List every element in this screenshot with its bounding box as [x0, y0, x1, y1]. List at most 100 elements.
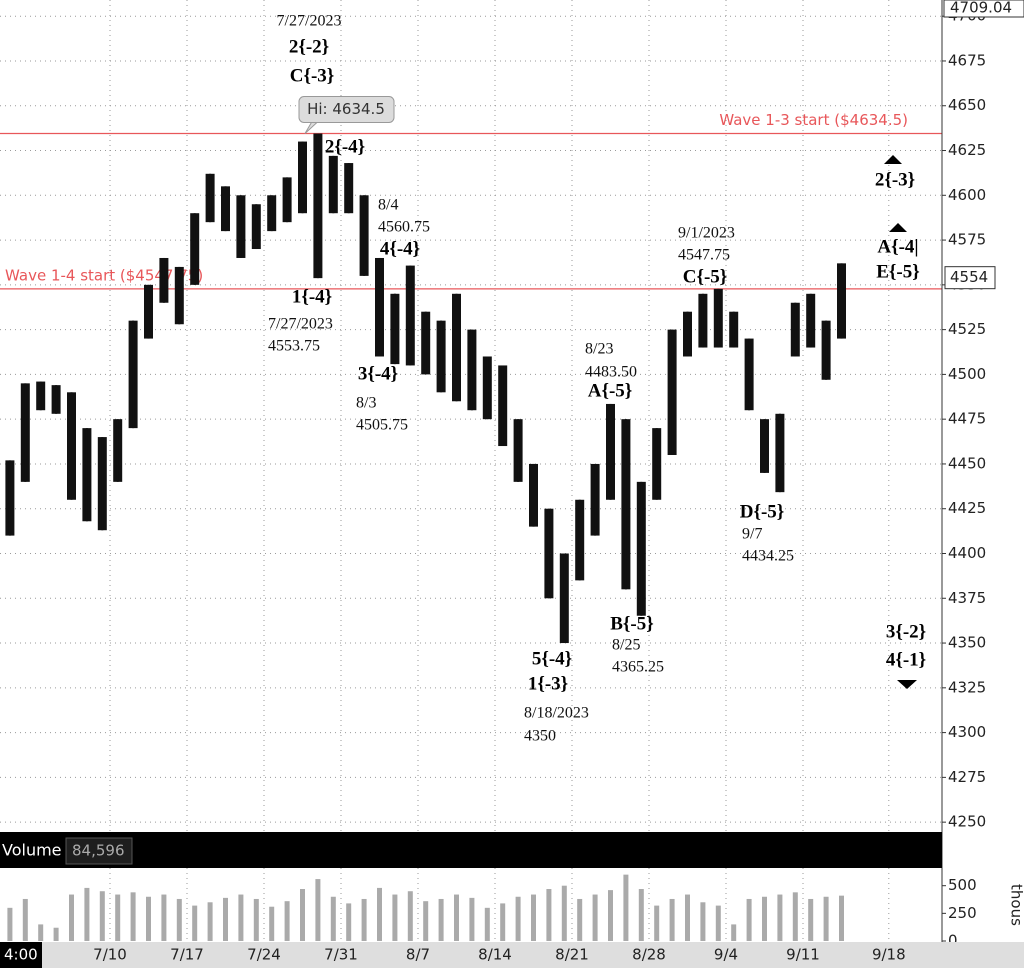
x-tick-label: 8/7: [406, 946, 430, 964]
annotation: 3{-4}: [358, 363, 398, 384]
annotation: B{-5}: [610, 613, 653, 634]
x-tick-label: 8/14: [478, 946, 512, 964]
volume-tick-label: 500: [948, 876, 977, 894]
y-tick-label: 4300: [948, 723, 986, 741]
annotation: 4365.25: [612, 659, 664, 676]
volume-bar: [561, 885, 567, 941]
volume-bar: [515, 896, 521, 941]
annotation: 8/25: [612, 637, 640, 654]
annotation: 5{-4}: [532, 648, 572, 669]
session-time: 4:00: [4, 946, 38, 964]
x-tick-label: 7/10: [93, 946, 127, 964]
volume-bar: [546, 889, 552, 941]
volume-bar: [115, 894, 121, 941]
x-tick-label: 9/4: [714, 946, 738, 964]
annotation: C{-3}: [290, 65, 335, 86]
x-tick-label: 7/31: [324, 946, 358, 964]
y-tick-label: 4250: [948, 813, 986, 831]
annotation: 8/23: [585, 341, 613, 358]
annotation: 1{-4}: [292, 286, 332, 307]
volume-tick-label: 250: [948, 904, 977, 922]
x-tick-label: 9/18: [872, 946, 906, 964]
wave-arrow: [897, 680, 917, 689]
y-tick-label: 4450: [948, 454, 986, 472]
volume-bar: [84, 887, 90, 941]
volume-bar: [377, 887, 382, 941]
volume-bar: [577, 898, 583, 941]
volume-bar: [38, 924, 44, 941]
y-tick-label: 4575: [948, 231, 986, 249]
annotation: 7/27/2023: [277, 13, 342, 30]
volume-bar: [53, 927, 59, 941]
volume-bar: [99, 891, 105, 941]
annotation: C{-5}: [683, 266, 728, 287]
annotation: 4505.75: [356, 417, 408, 434]
annotation: A{-5}: [588, 380, 633, 401]
annotation: 2{-3}: [875, 169, 915, 190]
volume-bar: [423, 901, 429, 941]
volume-bar: [669, 898, 675, 941]
volume-bar: [762, 896, 767, 941]
y-tick-label: 4350: [948, 634, 986, 652]
annotation: 4553.75: [268, 338, 320, 355]
volume-bar: [346, 903, 352, 941]
volume-readout-box: [65, 837, 133, 865]
volume-bar: [500, 903, 506, 941]
callout-box: [298, 96, 395, 124]
volume-bar: [392, 894, 398, 941]
volume-bar: [22, 898, 28, 941]
volume-bar: [407, 891, 413, 941]
volume-bar: [731, 924, 737, 941]
session-box: [0, 942, 42, 968]
volume-bar: [146, 896, 151, 941]
y-tick-label: 4325: [948, 678, 986, 696]
volume-bar: [192, 905, 198, 941]
y-tick-label: 4500: [948, 365, 986, 383]
y-tick-label: 4375: [948, 589, 986, 607]
annotation: 3{-2}: [886, 621, 926, 642]
annotation: 4434.25: [742, 548, 794, 565]
volume-unit: thous: [1008, 884, 1024, 926]
y-tick-label: 4275: [948, 768, 986, 786]
volume-bar: [361, 898, 367, 941]
volume-bar: [685, 894, 690, 941]
volume-header: [0, 832, 942, 868]
reference-label: Wave 1-4 start ($4547.75): [5, 266, 203, 284]
volume-bar: [808, 898, 814, 941]
volume-bar: [130, 892, 136, 941]
annotation: 4{-4}: [380, 238, 420, 259]
annotation: 9/7: [742, 526, 762, 543]
volume-bar: [269, 906, 275, 941]
volume-bar: [823, 896, 829, 941]
volume-bar: [7, 907, 13, 941]
annotation: 7/27/2023: [268, 316, 333, 333]
volume-bar: [700, 902, 706, 941]
annotation: 4560.75: [378, 219, 430, 236]
volume-bar: [223, 897, 228, 941]
top-readout-box: [943, 0, 1024, 18]
volume-bar: [176, 898, 182, 941]
volume-bar: [469, 897, 475, 941]
volume-bar: [592, 894, 598, 941]
annotation: 9/1/2023: [678, 225, 735, 242]
annotation: E{-5}: [876, 261, 919, 282]
x-tick-label: 8/21: [555, 946, 589, 964]
y-tick-label: 4600: [948, 186, 986, 204]
volume-bar: [454, 894, 459, 941]
volume-bar: [623, 874, 629, 941]
volume-bar: [746, 898, 752, 941]
annotation: 4547.75: [678, 247, 730, 264]
volume-bar: [161, 894, 167, 941]
last-price-box: [944, 266, 996, 290]
volume-bar: [638, 889, 644, 941]
x-tick-label: 7/17: [170, 946, 204, 964]
x-axis-strip: [0, 942, 1024, 968]
x-tick-label: 8/28: [632, 946, 666, 964]
volume-bar: [207, 902, 213, 941]
volume-bar: [715, 905, 721, 941]
annotation: 8/4: [378, 197, 398, 214]
callout-label: Hi: 4634.5: [307, 100, 385, 118]
volume-bar: [315, 879, 321, 941]
wave-arrow: [884, 155, 902, 164]
